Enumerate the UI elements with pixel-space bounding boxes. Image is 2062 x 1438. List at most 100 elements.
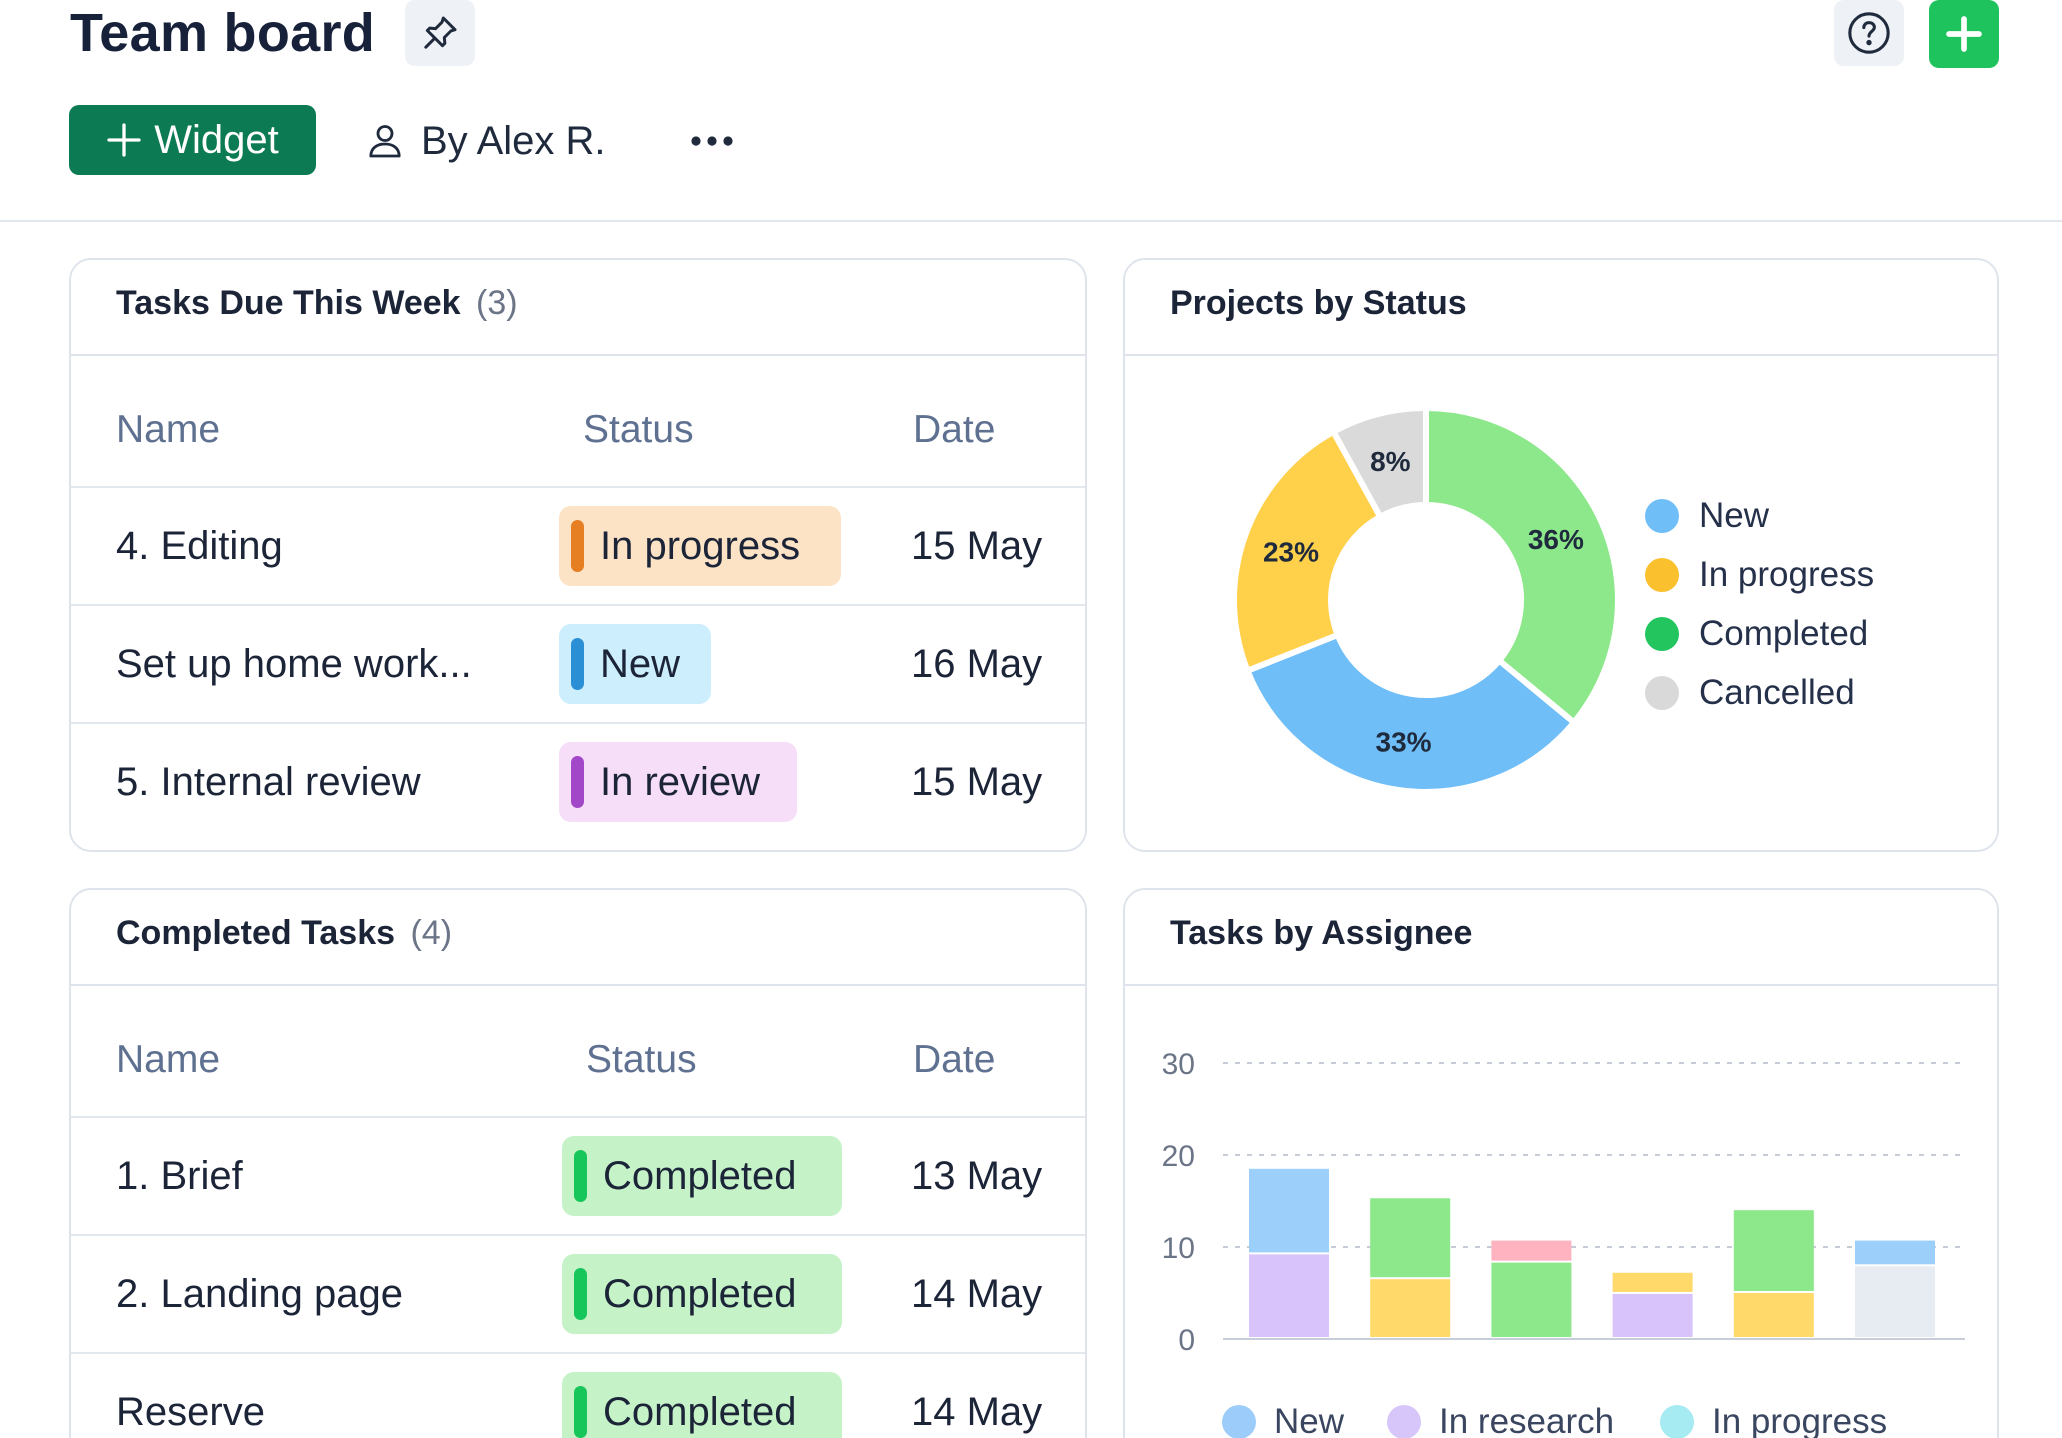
bar-segment[interactable] bbox=[1491, 1240, 1572, 1261]
divider bbox=[1125, 984, 1997, 986]
legend-item-in-progress[interactable]: In progress bbox=[1660, 1402, 1887, 1438]
author-filter[interactable]: By Alex R. bbox=[365, 110, 606, 172]
bar-segment[interactable] bbox=[1855, 1266, 1935, 1337]
divider bbox=[71, 984, 1085, 986]
help-button[interactable] bbox=[1834, 0, 1904, 66]
task-name[interactable]: Set up home work... bbox=[116, 642, 472, 686]
column-header-status[interactable]: Status bbox=[583, 408, 694, 451]
user-icon bbox=[369, 125, 401, 158]
bar-segment[interactable] bbox=[1733, 1293, 1814, 1337]
column-header-name[interactable]: Name bbox=[116, 408, 221, 451]
status-badge[interactable]: In progress bbox=[559, 506, 841, 586]
status-badge[interactable]: Completed bbox=[562, 1254, 842, 1334]
legend-label: New bbox=[1699, 496, 1770, 535]
bar-segment[interactable] bbox=[1612, 1272, 1693, 1292]
legend-dot bbox=[1645, 676, 1679, 710]
donut-label: 33% bbox=[1376, 727, 1432, 758]
legend-item-in-research[interactable]: In research bbox=[1387, 1402, 1614, 1438]
bar-segment[interactable] bbox=[1733, 1210, 1814, 1291]
status-label: In progress bbox=[600, 523, 801, 568]
legend-item-completed[interactable]: Completed bbox=[1645, 614, 1868, 654]
status-indicator bbox=[574, 1150, 587, 1202]
card-title: Completed Tasks (4) bbox=[116, 914, 452, 953]
status-indicator bbox=[571, 638, 584, 690]
bar-segment[interactable] bbox=[1370, 1279, 1451, 1337]
y-tick-label: 0 bbox=[1178, 1324, 1195, 1357]
status-indicator bbox=[571, 756, 584, 808]
status-badge[interactable]: New bbox=[559, 624, 711, 704]
legend-dot bbox=[1645, 499, 1679, 533]
page-title: Team board bbox=[70, 3, 376, 63]
bar-segment[interactable] bbox=[1249, 1168, 1329, 1253]
column-header-name[interactable]: Name bbox=[116, 1038, 221, 1081]
status-label: In review bbox=[600, 759, 761, 804]
legend-item-cancelled[interactable]: Cancelled bbox=[1645, 673, 1855, 713]
card-title: Tasks Due This Week (3) bbox=[116, 284, 518, 323]
status-badge[interactable]: Completed bbox=[562, 1136, 842, 1216]
legend-dot bbox=[1645, 617, 1679, 651]
card-title-text: Tasks Due This Week bbox=[116, 284, 461, 322]
status-indicator bbox=[574, 1386, 587, 1438]
donut-label: 8% bbox=[1370, 446, 1411, 477]
legend-label: In progress bbox=[1712, 1402, 1888, 1438]
legend-label: Cancelled bbox=[1699, 673, 1855, 712]
donut-slice-completed[interactable] bbox=[1423, 404, 1621, 727]
donut-chart: 36% 33% 23% 8% bbox=[1231, 404, 1621, 795]
add-widget-button[interactable]: Widget bbox=[69, 105, 316, 175]
bar-segment[interactable] bbox=[1249, 1254, 1329, 1337]
bar-segment[interactable] bbox=[1491, 1262, 1572, 1337]
task-name[interactable]: Reserve bbox=[116, 1390, 265, 1434]
legend-dot bbox=[1660, 1405, 1694, 1438]
divider bbox=[71, 486, 1085, 488]
status-badge[interactable]: In review bbox=[559, 742, 797, 822]
stacked-bar-chart: 0 10 20 30 bbox=[1162, 1048, 1965, 1357]
more-options-button[interactable] bbox=[680, 110, 744, 172]
divider bbox=[71, 354, 1085, 356]
donut-slice-in-progress[interactable] bbox=[1231, 427, 1385, 675]
divider bbox=[71, 1234, 1085, 1236]
status-label: Completed bbox=[603, 1153, 797, 1198]
legend-item-in-progress[interactable]: In progress bbox=[1645, 555, 1874, 595]
task-date: 15 May bbox=[911, 760, 1043, 804]
task-name[interactable]: 5. Internal review bbox=[116, 760, 421, 804]
bar-segment[interactable] bbox=[1855, 1240, 1935, 1265]
legend-item-new[interactable]: New bbox=[1222, 1402, 1344, 1438]
add-button[interactable] bbox=[1929, 0, 1999, 68]
divider bbox=[71, 1116, 1085, 1118]
task-name[interactable]: 2. Landing page bbox=[116, 1272, 403, 1316]
task-name[interactable]: 1. Brief bbox=[116, 1154, 243, 1198]
column-header-date[interactable]: Date bbox=[913, 1038, 996, 1081]
legend-label: New bbox=[1274, 1402, 1345, 1438]
bar-segment[interactable] bbox=[1612, 1293, 1693, 1337]
task-date: 15 May bbox=[911, 524, 1043, 568]
pin-button[interactable] bbox=[405, 0, 475, 66]
donut-slice-cancelled[interactable] bbox=[1329, 404, 1429, 521]
legend-item-new[interactable]: New bbox=[1645, 496, 1769, 536]
legend-label: Completed bbox=[1699, 614, 1869, 653]
task-date: 14 May bbox=[911, 1390, 1043, 1434]
status-indicator bbox=[574, 1268, 587, 1320]
bar-segment[interactable] bbox=[1370, 1198, 1451, 1278]
status-badge[interactable]: Completed bbox=[562, 1372, 842, 1438]
task-count: (3) bbox=[476, 284, 518, 322]
legend-dot bbox=[1222, 1405, 1256, 1438]
divider bbox=[71, 604, 1085, 606]
plus-icon bbox=[107, 123, 141, 157]
task-date: 13 May bbox=[911, 1154, 1043, 1198]
plus-icon bbox=[1946, 16, 1982, 52]
column-header-status[interactable]: Status bbox=[586, 1038, 697, 1081]
add-widget-label: Widget bbox=[154, 117, 279, 162]
divider bbox=[71, 1352, 1085, 1354]
pin-icon bbox=[424, 16, 457, 49]
author-label: By Alex R. bbox=[421, 118, 606, 163]
y-tick-label: 10 bbox=[1162, 1232, 1195, 1265]
task-name[interactable]: 4. Editing bbox=[116, 524, 283, 568]
donut-slice-new[interactable] bbox=[1243, 631, 1579, 795]
column-header-date[interactable]: Date bbox=[913, 408, 996, 451]
legend-dot bbox=[1645, 558, 1679, 592]
tasks-due-card: Tasks Due This Week (3) Name Status Date… bbox=[69, 258, 1087, 852]
legend-label: In progress bbox=[1699, 555, 1875, 594]
more-horizontal-icon bbox=[691, 136, 733, 146]
task-date: 16 May bbox=[911, 642, 1043, 686]
